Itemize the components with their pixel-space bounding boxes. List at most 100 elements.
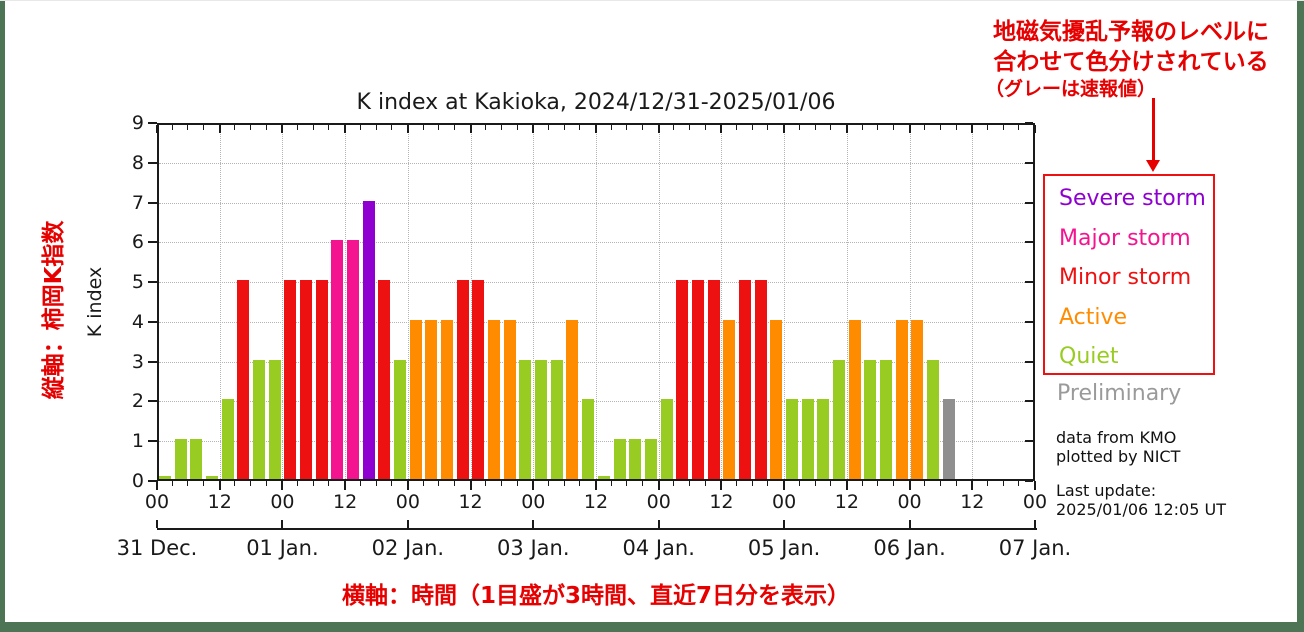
x-axis-top-tick xyxy=(955,125,957,130)
x-axis-top-tick xyxy=(203,125,205,130)
x-axis-tick xyxy=(422,481,424,486)
x-axis-tick xyxy=(673,481,675,486)
legend-item-preliminary: Preliminary xyxy=(1057,381,1182,406)
k-index-bar xyxy=(817,399,830,479)
hour-tick-label: 00 xyxy=(521,491,546,513)
x-axis-top-tick xyxy=(453,125,455,130)
hour-tick-label: 00 xyxy=(395,491,420,513)
y-axis-tick xyxy=(148,201,157,204)
k-index-bar xyxy=(864,359,877,479)
x-axis-top-tick xyxy=(892,125,894,130)
x-axis-top-tick xyxy=(798,125,800,130)
k-index-bar xyxy=(691,280,704,479)
gridline-vertical xyxy=(470,125,472,479)
y-axis-right-tick xyxy=(1025,161,1033,164)
x-axis-top-tick xyxy=(281,125,284,133)
x-axis-tick xyxy=(657,481,660,490)
x-axis-tick xyxy=(187,481,189,486)
date-axis-line xyxy=(157,528,1037,530)
x-axis-top-tick xyxy=(939,125,941,130)
date-label: 05 Jan. xyxy=(747,536,821,560)
date-axis-tick xyxy=(908,520,911,528)
x-axis-tick xyxy=(908,481,911,490)
x-axis-tick xyxy=(406,481,409,490)
k-index-bar xyxy=(754,280,767,479)
x-axis-top-tick xyxy=(657,125,660,133)
y-axis-tick xyxy=(148,161,157,164)
y-axis-right-tick xyxy=(1025,281,1033,284)
x-axis-tick xyxy=(469,481,472,490)
annotation-bottom: 横軸：時間（1目盛が3時間、直近7日分を表示） xyxy=(341,583,850,609)
k-index-bar xyxy=(284,280,297,479)
x-axis-top-tick xyxy=(312,125,314,130)
y-tick-label: 5 xyxy=(131,271,144,294)
k-index-bar xyxy=(252,359,265,479)
y-tick-label: 6 xyxy=(131,231,144,254)
gridline-vertical xyxy=(972,125,974,479)
date-label: 04 Jan. xyxy=(622,536,695,560)
y-axis-tick xyxy=(148,360,157,363)
x-axis-tick xyxy=(438,481,440,486)
x-axis-tick xyxy=(861,481,863,486)
x-axis-top-tick xyxy=(218,125,221,133)
x-axis-top-tick xyxy=(689,125,691,130)
x-axis-tick xyxy=(203,481,205,486)
red-arrow-down-icon xyxy=(1146,160,1160,172)
credits-text: data from KMO plotted by NICT xyxy=(1056,428,1180,466)
x-axis-top-tick xyxy=(736,125,738,130)
y-axis-right-tick xyxy=(1025,480,1033,482)
k-index-bar xyxy=(880,359,893,479)
last-update-label: Last update: xyxy=(1056,481,1157,500)
date-axis-tick xyxy=(406,520,409,528)
x-axis-top-tick xyxy=(720,125,723,133)
k-index-bar xyxy=(425,319,438,479)
x-axis-tick xyxy=(281,481,284,490)
x-axis-tick xyxy=(767,481,769,486)
x-axis-top-tick xyxy=(830,125,832,130)
y-tick-label: 8 xyxy=(131,151,144,174)
gridline-vertical xyxy=(219,125,221,479)
x-axis-tick xyxy=(924,481,926,486)
k-index-bar xyxy=(566,319,579,479)
date-axis-tick xyxy=(156,520,158,528)
gridline-vertical xyxy=(909,125,911,479)
x-axis-top-tick xyxy=(861,125,863,130)
k-index-bar xyxy=(268,359,281,479)
date-label: 03 Jan. xyxy=(497,536,570,560)
x-axis-tick xyxy=(798,481,800,486)
hour-tick-label: 00 xyxy=(646,491,671,513)
date-label: 31 Dec. xyxy=(116,536,198,560)
x-axis-tick xyxy=(595,481,597,490)
x-axis-tick xyxy=(516,481,518,486)
x-axis-tick xyxy=(642,481,644,486)
x-axis-tick xyxy=(1018,481,1020,486)
y-axis-right-tick xyxy=(1025,360,1033,363)
x-axis-tick xyxy=(563,481,565,486)
y-tick-label: 3 xyxy=(131,350,144,373)
x-axis-top-tick xyxy=(532,125,535,133)
k-index-bar xyxy=(237,280,250,479)
x-axis-tick xyxy=(375,481,377,486)
gridline-vertical xyxy=(784,125,786,479)
x-axis-tick xyxy=(500,481,502,486)
x-axis-tick xyxy=(234,481,236,486)
frame-border-right xyxy=(1297,0,1304,632)
k-index-bar xyxy=(378,280,391,479)
k-index-bar xyxy=(942,399,955,479)
hour-tick-label: 00 xyxy=(897,491,922,513)
hour-tick-label: 12 xyxy=(458,491,483,513)
x-axis-top-tick xyxy=(610,125,612,130)
legend-item-minor-storm: Minor storm xyxy=(1059,265,1192,290)
date-label: 01 Jan. xyxy=(246,536,319,560)
x-axis-top-tick xyxy=(422,125,424,130)
x-axis-top-tick xyxy=(783,125,786,133)
k-index-bar xyxy=(848,319,861,479)
x-axis-tick xyxy=(830,481,832,486)
x-axis-tick xyxy=(845,481,848,490)
frame-border-left xyxy=(0,0,5,632)
k-index-bar xyxy=(895,319,908,479)
legend-item-active: Active xyxy=(1059,304,1128,330)
gridline-vertical xyxy=(345,125,347,479)
x-axis-tick xyxy=(783,481,786,490)
x-axis-tick xyxy=(986,481,988,486)
